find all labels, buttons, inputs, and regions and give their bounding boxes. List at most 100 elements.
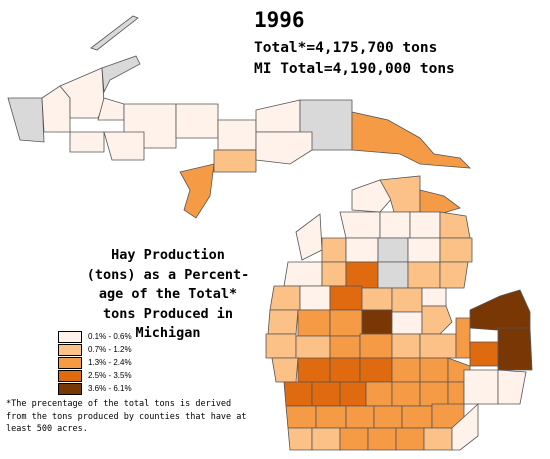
- county-midland: [391, 311, 423, 335]
- isle-royale: [90, 15, 139, 51]
- map-legend: 0.1% - 0.6% 0.7% - 1.2% 1.3% - 2.4% 2.5%…: [58, 330, 132, 395]
- county-wayne: [497, 369, 527, 405]
- county-chippewa: [351, 111, 472, 169]
- legend-label: 0.1% - 0.6%: [88, 332, 132, 341]
- county-washtenaw: [401, 405, 433, 429]
- county-roscommon: [377, 261, 409, 289]
- county-saginaw: [391, 333, 421, 359]
- county-hillsdale: [395, 427, 425, 451]
- county-ionia: [329, 357, 361, 383]
- county-iosco: [439, 261, 469, 289]
- county-tuscola: [419, 333, 457, 359]
- legend-label: 0.7% - 1.2%: [88, 345, 132, 354]
- county-macomb: [463, 369, 499, 405]
- county-benzie: [283, 261, 323, 287]
- county-branch: [367, 427, 397, 451]
- legend-label: 3.6% - 6.1%: [88, 384, 132, 393]
- county-livingston: [419, 381, 449, 407]
- footnote: *The precentage of the total tons is der…: [6, 399, 247, 434]
- county-muskegon: [271, 357, 299, 383]
- legend-title: Hay Production (tons) as a Percent- age …: [50, 246, 286, 344]
- county-barry: [339, 381, 367, 407]
- legend-item: 0.1% - 0.6%: [58, 330, 132, 343]
- county-shiawassee: [391, 357, 421, 383]
- legend-label: 1.3% - 2.4%: [88, 358, 132, 367]
- legend-item: 2.5% - 3.5%: [58, 369, 132, 382]
- county-alpena: [439, 211, 471, 239]
- county-allegan: [311, 381, 341, 407]
- legend-swatch: [58, 330, 82, 343]
- legend-item: 1.3% - 2.4%: [58, 356, 132, 369]
- county-iron: [69, 131, 105, 153]
- legend-swatch: [58, 343, 82, 356]
- legend-swatch: [58, 382, 82, 395]
- legend-label: 2.5% - 3.5%: [88, 371, 132, 380]
- county-ottawa: [283, 381, 313, 407]
- county-luce: [255, 99, 301, 133]
- county-lenawee: [423, 427, 453, 451]
- county-alger: [175, 103, 219, 139]
- county-gogebic: [7, 97, 45, 143]
- legend-title-line: Michigan: [135, 325, 201, 341]
- legend-title-line: age of the Total*: [98, 286, 238, 302]
- county-lake: [297, 309, 331, 337]
- county-clinton: [359, 357, 393, 383]
- county-gladwin: [391, 287, 423, 313]
- legend-item: 3.6% - 6.1%: [58, 382, 132, 395]
- legend-swatch: [58, 356, 82, 369]
- county-sanilac: [455, 317, 471, 359]
- county-wexford: [299, 285, 331, 311]
- county-jackson: [373, 405, 403, 429]
- county-emmet: [351, 179, 395, 213]
- legend-title-line: Hay Production: [111, 247, 225, 263]
- county-leelanau: [295, 213, 323, 261]
- county-ingham: [391, 381, 421, 407]
- county-calhoun: [345, 405, 375, 429]
- county-mecosta: [329, 309, 363, 337]
- county-cass: [311, 427, 341, 451]
- legend-title-line: (tons) as a Percent-: [86, 266, 250, 283]
- county-huron: [469, 289, 531, 331]
- county-monroe-south: [451, 403, 479, 451]
- county-schoolcraft: [217, 119, 257, 151]
- county-van-buren: [285, 405, 317, 429]
- county-berrien: [287, 427, 313, 451]
- county-oscoda: [377, 237, 409, 263]
- county-kalkaska: [321, 261, 347, 287]
- county-montmorency: [409, 211, 441, 239]
- county-charlevoix: [339, 211, 381, 239]
- county-alpena-south: [439, 237, 473, 263]
- county-missaukee: [345, 261, 379, 289]
- county-arenac: [421, 287, 447, 307]
- county-st-clair: [497, 327, 533, 371]
- county-montcalm: [329, 335, 361, 359]
- county-presque-isle: [419, 189, 461, 215]
- county-ogemaw: [407, 261, 441, 289]
- county-oakland: [447, 381, 465, 407]
- county-kent: [297, 357, 331, 383]
- county-isabella: [361, 309, 393, 335]
- county-keweenaw: [101, 55, 141, 94]
- total-tons: Total*=4,175,700 tons: [254, 40, 438, 56]
- county-dickinson: [103, 131, 145, 161]
- county-mackinac: [255, 131, 313, 165]
- county-newaygo: [295, 335, 331, 361]
- county-bay: [421, 305, 453, 335]
- county-antrim: [321, 237, 347, 263]
- map-year: 1996: [254, 8, 305, 32]
- county-osceola: [329, 285, 363, 311]
- mi-total-tons: MI Total=4,190,000 tons: [254, 61, 455, 77]
- legend-item: 0.7% - 1.2%: [58, 343, 132, 356]
- county-kalamazoo: [315, 405, 347, 429]
- county-st-joseph: [339, 427, 369, 451]
- county-menominee: [179, 163, 215, 219]
- county-lapeer: [469, 341, 499, 367]
- legend-title-line: tons Produced in: [102, 305, 234, 322]
- county-eaton: [365, 381, 393, 407]
- county-clare: [361, 287, 393, 311]
- county-crawford: [345, 237, 379, 263]
- legend-swatch: [58, 369, 82, 382]
- county-gratiot: [359, 333, 393, 359]
- county-genesee: [419, 357, 449, 383]
